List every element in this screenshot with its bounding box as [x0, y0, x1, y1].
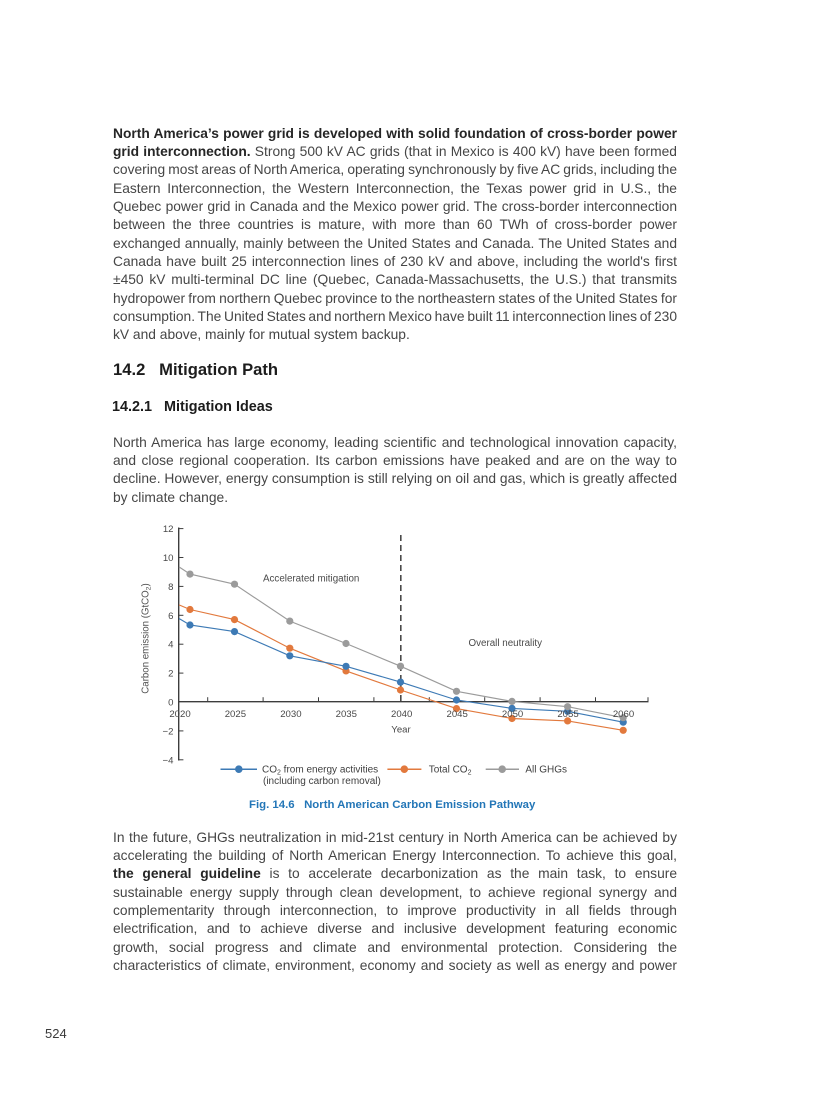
- svg-text:2025: 2025: [225, 709, 246, 720]
- svg-text:6: 6: [168, 611, 173, 622]
- svg-text:Carbon emission (GtCO2): Carbon emission (GtCO2): [141, 583, 153, 693]
- svg-text:All GHGs: All GHGs: [525, 765, 567, 776]
- svg-text:10: 10: [163, 553, 174, 564]
- svg-text:12: 12: [163, 524, 174, 535]
- svg-text:2045: 2045: [447, 709, 468, 720]
- svg-text:2050: 2050: [502, 709, 523, 720]
- svg-text:2040: 2040: [391, 709, 412, 720]
- svg-text:Accelerated mitigation: Accelerated mitigation: [263, 574, 359, 585]
- svg-text:0: 0: [168, 698, 173, 709]
- svg-text:CO2 from energy activities: CO2 from energy activities: [262, 765, 378, 777]
- svg-text:2: 2: [168, 669, 173, 680]
- svg-text:2035: 2035: [336, 709, 357, 720]
- svg-text:(including carbon removal): (including carbon removal): [263, 776, 381, 787]
- svg-text:2055: 2055: [557, 709, 578, 720]
- svg-text:2020: 2020: [169, 709, 190, 720]
- svg-text:8: 8: [168, 582, 173, 593]
- svg-text:−2: −2: [163, 726, 174, 737]
- svg-text:−4: −4: [163, 755, 175, 766]
- svg-text:4: 4: [168, 640, 174, 651]
- svg-text:Total CO2: Total CO2: [429, 765, 472, 777]
- svg-text:Year: Year: [391, 725, 411, 736]
- svg-text:2060: 2060: [613, 709, 634, 720]
- svg-text:Overall neutrality: Overall neutrality: [469, 638, 543, 649]
- svg-text:2030: 2030: [280, 709, 301, 720]
